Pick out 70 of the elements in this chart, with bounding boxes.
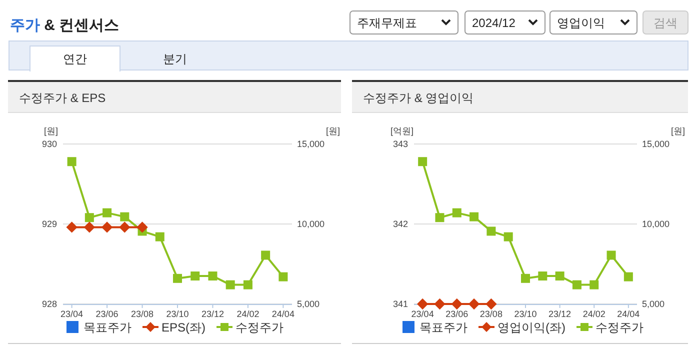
y-tick-label: 342 — [392, 219, 408, 229]
x-tick-label: 23/08 — [131, 309, 154, 319]
y-tick-label: 343 — [392, 139, 408, 149]
point — [226, 280, 235, 290]
point — [538, 272, 548, 280]
point — [173, 274, 182, 283]
point — [84, 213, 94, 222]
chart-title: 수정주가 & 영업이익 — [363, 91, 474, 105]
y2-tick-label: 5,000 — [297, 299, 320, 309]
text: 주가 & 컨센서스 — [10, 17, 120, 34]
text: 2024/12 — [472, 16, 516, 30]
x-tick-label: 24/02 — [236, 309, 260, 319]
point — [190, 272, 200, 280]
y2-tick-label: 10,000 — [642, 219, 670, 229]
text: 연간 — [63, 52, 87, 66]
text: 주재무제표 — [357, 16, 417, 30]
x-tick-label: 23/06 — [96, 309, 118, 319]
legend-label: 수정주가 — [236, 320, 284, 334]
point — [590, 280, 599, 290]
point — [278, 272, 288, 282]
legend-label: EPS(좌) — [161, 320, 206, 334]
point — [261, 250, 270, 260]
point — [418, 157, 428, 166]
x-tick-label: 24/04 — [617, 309, 640, 319]
x-tick-label: 23/04 — [60, 309, 84, 319]
y-tick-label: 929 — [42, 219, 57, 229]
y-axis-title: [원] — [44, 126, 58, 136]
point — [555, 272, 564, 280]
y-axis-title: [억원] — [390, 126, 414, 136]
x-tick-label: 23/06 — [446, 309, 468, 319]
point — [67, 157, 76, 166]
point — [470, 212, 479, 222]
text: 영업이익 — [557, 16, 605, 30]
point — [504, 232, 513, 242]
point — [102, 208, 112, 218]
legend-label: 목표주가 — [83, 320, 132, 334]
y2-axis-title: [원] — [326, 126, 340, 136]
y2-tick-label: 15,000 — [297, 139, 325, 149]
text: 검색 — [654, 16, 678, 30]
point — [624, 272, 633, 282]
x-tick-label: 23/12 — [548, 309, 572, 319]
x-tick-label: 23/12 — [201, 309, 224, 319]
y2-tick-label: 15,000 — [642, 139, 670, 149]
point — [155, 232, 164, 242]
y-tick-label: 928 — [42, 299, 57, 309]
x-tick-label: 23/08 — [480, 309, 502, 319]
x-tick-label: 23/04 — [411, 309, 434, 319]
y-tick-label: 930 — [42, 139, 57, 149]
point — [243, 280, 252, 290]
legend-label: 영업이익(좌) — [498, 320, 566, 334]
point — [606, 250, 616, 260]
text: 분기 — [163, 52, 187, 66]
x-tick-label: 24/04 — [272, 309, 294, 319]
point — [521, 274, 530, 283]
point — [435, 213, 444, 222]
y-tick-label: 341 — [392, 299, 408, 309]
point — [452, 208, 462, 218]
y2-axis-title: [원] — [670, 126, 686, 136]
point — [120, 212, 130, 222]
chart-title: 수정주가 & EPS — [19, 91, 106, 105]
legend-label: 수정주가 — [596, 320, 644, 334]
x-tick-label: 23/10 — [166, 309, 189, 319]
y2-tick-label: 10,000 — [297, 219, 325, 229]
x-tick-label: 24/02 — [582, 309, 606, 319]
x-tick-label: 23/10 — [514, 309, 537, 319]
point — [572, 280, 582, 290]
y2-tick-label: 5,000 — [642, 299, 665, 309]
legend-label: 목표주가 — [420, 320, 468, 334]
point — [486, 226, 496, 236]
point — [208, 272, 218, 280]
